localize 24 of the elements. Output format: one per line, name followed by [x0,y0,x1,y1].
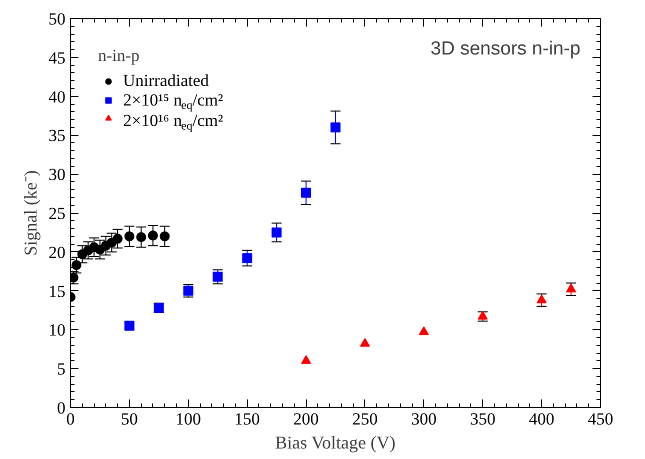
y-tick-label: 45 [48,48,66,68]
x-tick-label: 450 [588,410,614,428]
x-tick-label: 100 [176,410,202,428]
x-axis-title: Bias Voltage (V) [275,432,396,452]
x-tick-label: 150 [234,410,260,428]
x-tick-label: 400 [528,410,554,428]
y-tick-label: 35 [48,126,66,146]
annotation: 3D sensors n-in-p [430,38,581,60]
y-tick-label: 25 [48,204,66,223]
y-tick-label: 20 [48,242,66,262]
y-tick-label: 15 [48,282,66,301]
x-tick-label: 250 [352,410,378,428]
y-axis-title: Signal (ke⁻) [20,170,40,256]
x-tick-label: 50 [120,410,138,428]
y-tick-label: 10 [48,320,66,340]
x-tick-label: 350 [470,410,496,428]
x-tick-label: 200 [293,410,319,428]
y-tick-label: 50 [48,10,66,28]
y-tick-label: 5 [57,360,66,379]
x-tick-label: 300 [411,410,437,428]
y-tick-label: 30 [48,165,66,184]
legend-label: Unirradiated [123,71,209,91]
y-tick-label: 40 [48,87,66,106]
legend-title: n-in-p [98,46,141,66]
